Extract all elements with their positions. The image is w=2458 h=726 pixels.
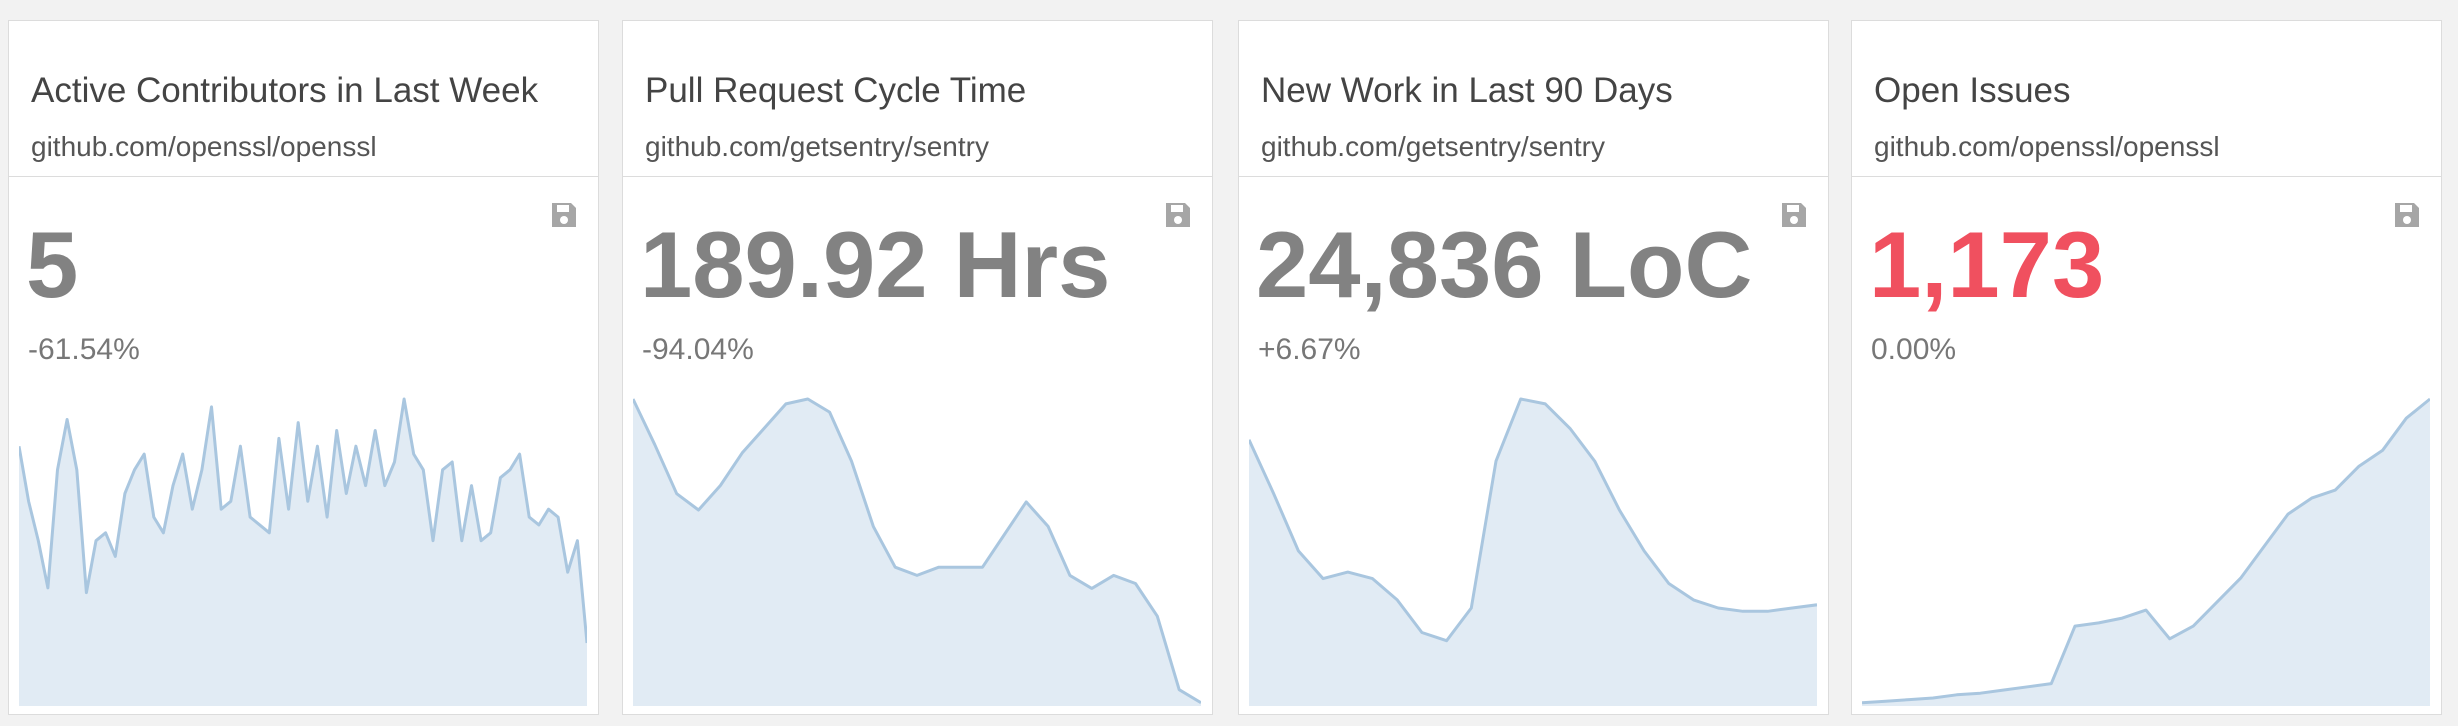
sparkline-area: [633, 399, 1201, 706]
card-title: New Work in Last 90 Days: [1261, 71, 1673, 110]
save-icon[interactable]: [550, 201, 578, 234]
metric-value: 189.92 Hrs: [640, 212, 1111, 317]
metric-change: -94.04%: [642, 333, 754, 366]
card-header: [623, 21, 1212, 177]
save-icon[interactable]: [1780, 201, 1808, 234]
card-header: [9, 21, 598, 177]
save-icon[interactable]: [1164, 201, 1192, 234]
card-title: Open Issues: [1874, 71, 2071, 110]
sparkline-line: [19, 397, 587, 644]
metric-change: -61.54%: [28, 333, 140, 366]
sparkline: [633, 397, 1201, 706]
metric-card: Pull Request Cycle Time github.com/getsen…: [622, 20, 1213, 715]
sparkline-area: [19, 399, 587, 706]
card-title: Active Contributors in Last Week: [31, 71, 539, 110]
save-icon[interactable]: [2393, 201, 2421, 234]
sparkline-line: [1862, 397, 2430, 705]
metric-value: 24,836 LoC: [1256, 212, 1753, 317]
sparkline: [1862, 397, 2430, 706]
metric-change: 0.00%: [1871, 333, 1957, 366]
card-title: Pull Request Cycle Time: [645, 71, 1027, 110]
card-header: [1852, 21, 2441, 177]
repo-name: github.com/openssl/openssl: [31, 131, 377, 162]
metric-card: Open Issues github.com/openssl/openssl 1,1…: [1851, 20, 2442, 715]
sparkline-area: [1862, 399, 2430, 706]
sparkline-line: [633, 397, 1201, 704]
metric-value: 1,173: [1869, 212, 2105, 317]
metric-value: 5: [26, 212, 79, 317]
metric-card: New Work in Last 90 Days github.com/getse…: [1238, 20, 1829, 715]
metric-change: +6.67%: [1258, 333, 1361, 366]
sparkline: [1249, 397, 1817, 706]
sparkline: [19, 397, 587, 706]
repo-name: github.com/getsentry/sentry: [645, 131, 989, 162]
metric-card: Active Contributors in Last Week github.c…: [8, 20, 599, 715]
sparkline-line: [1249, 397, 1817, 643]
card-header: [1239, 21, 1828, 177]
repo-name: github.com/getsentry/sentry: [1261, 131, 1605, 162]
repo-name: github.com/openssl/openssl: [1874, 131, 2220, 162]
sparkline-area: [1249, 399, 1817, 706]
